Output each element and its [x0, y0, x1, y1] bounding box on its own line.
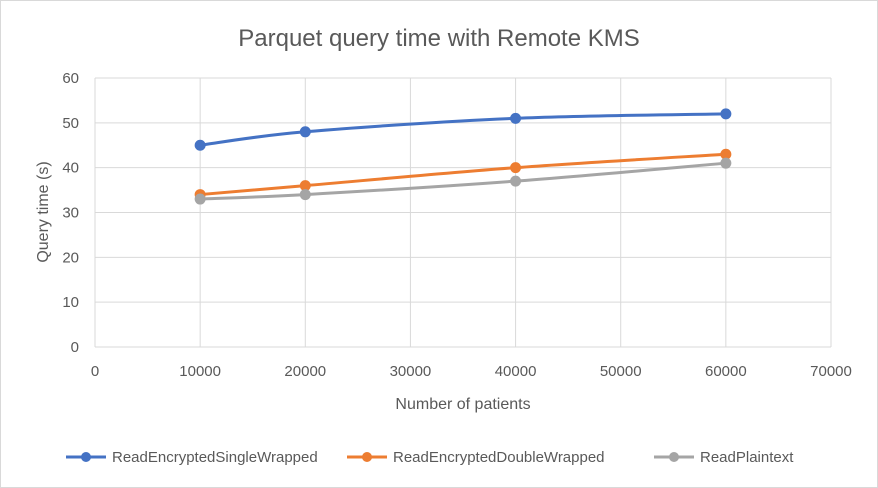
x-tick-label: 60000 — [705, 363, 747, 380]
legend-entry: ReadEncryptedSingleWrapped — [66, 449, 318, 466]
series-line — [198, 152, 728, 197]
legend-swatch-marker — [81, 452, 91, 462]
x-tick-label: 50000 — [600, 363, 642, 380]
series-layer — [194, 108, 732, 205]
legend: ReadEncryptedSingleWrapped ReadEncryptedD… — [66, 449, 794, 466]
y-tick-label: 20 — [62, 249, 79, 266]
data-point — [510, 112, 522, 124]
x-tick-label: 10000 — [179, 363, 221, 380]
data-point — [720, 157, 732, 169]
series-2 — [194, 157, 732, 205]
legend-label: ReadEncryptedDoubleWrapped — [393, 449, 605, 466]
data-point — [299, 189, 311, 201]
series-0 — [194, 108, 732, 151]
legend-entry: ReadEncryptedDoubleWrapped — [347, 449, 605, 466]
y-tick-label: 10 — [62, 294, 79, 311]
legend-label: ReadPlaintext — [700, 449, 794, 466]
legend-swatch-marker — [362, 452, 372, 462]
series-1 — [194, 148, 732, 201]
data-point — [299, 126, 311, 138]
data-point — [194, 139, 206, 151]
data-point — [510, 162, 522, 174]
y-axis-title: Query time (s) — [35, 161, 52, 262]
series-line — [198, 161, 728, 201]
y-tick-label: 40 — [62, 160, 79, 177]
x-tick-label: 0 — [91, 363, 99, 380]
x-tick-label: 20000 — [284, 363, 326, 380]
x-tick-label: 30000 — [390, 363, 432, 380]
y-tick-label: 0 — [71, 339, 79, 356]
axes: 0 10 20 30 40 50 60 0 10000 20000 30000 40000 50000 6… — [62, 70, 852, 380]
chart-title: Parquet query time with Remote KMS — [238, 25, 640, 52]
x-tick-label: 70000 — [810, 363, 852, 380]
legend-entry: ReadPlaintext — [654, 449, 794, 466]
data-point — [720, 108, 732, 120]
x-axis-title: Number of patients — [395, 396, 530, 413]
gridlines — [95, 77, 832, 347]
x-tick-label: 40000 — [495, 363, 537, 380]
legend-swatch-marker — [669, 452, 679, 462]
series-line — [198, 112, 728, 147]
y-tick-label: 30 — [62, 205, 79, 222]
data-point — [194, 193, 206, 205]
data-point — [510, 175, 522, 187]
legend-label: ReadEncryptedSingleWrapped — [112, 449, 318, 466]
y-tick-label: 60 — [62, 70, 79, 87]
y-tick-label: 50 — [62, 115, 79, 132]
